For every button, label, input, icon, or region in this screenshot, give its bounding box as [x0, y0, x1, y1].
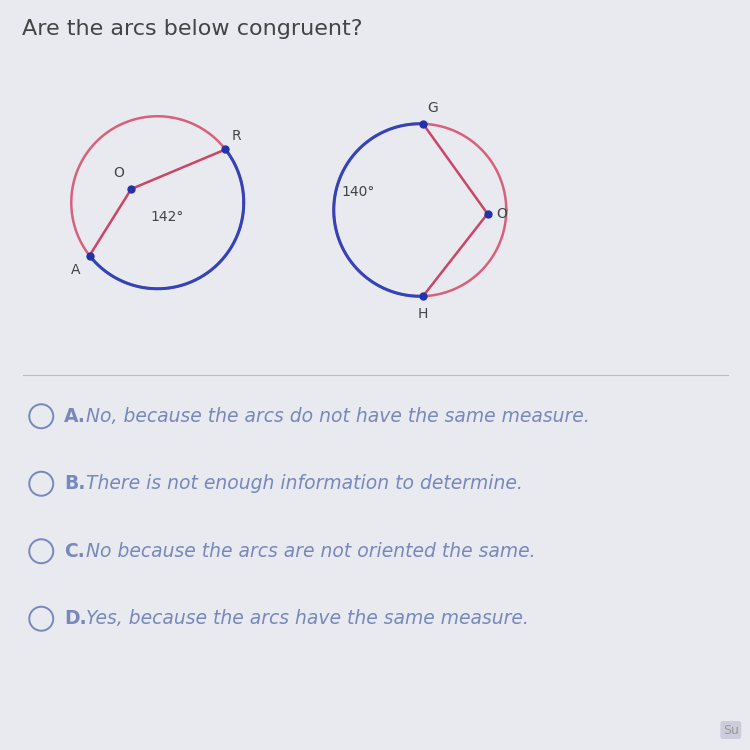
Text: C.: C.: [64, 542, 85, 561]
Text: 142°: 142°: [150, 210, 183, 224]
Text: O: O: [496, 207, 507, 220]
Text: A: A: [71, 263, 80, 277]
Text: G: G: [427, 100, 437, 115]
Text: No because the arcs are not oriented the same.: No because the arcs are not oriented the…: [86, 542, 536, 561]
Text: D.: D.: [64, 609, 86, 628]
Text: Are the arcs below congruent?: Are the arcs below congruent?: [22, 19, 363, 39]
Text: 140°: 140°: [341, 184, 375, 199]
Text: Su: Su: [723, 724, 739, 736]
Text: B.: B.: [64, 474, 85, 494]
Text: H: H: [418, 307, 428, 321]
Text: No, because the arcs do not have the same measure.: No, because the arcs do not have the sam…: [86, 406, 590, 426]
Text: Yes, because the arcs have the same measure.: Yes, because the arcs have the same meas…: [86, 609, 530, 628]
Text: R: R: [232, 130, 241, 143]
Text: A.: A.: [64, 406, 86, 426]
Text: There is not enough information to determine.: There is not enough information to deter…: [86, 474, 524, 494]
Text: O: O: [112, 166, 124, 180]
